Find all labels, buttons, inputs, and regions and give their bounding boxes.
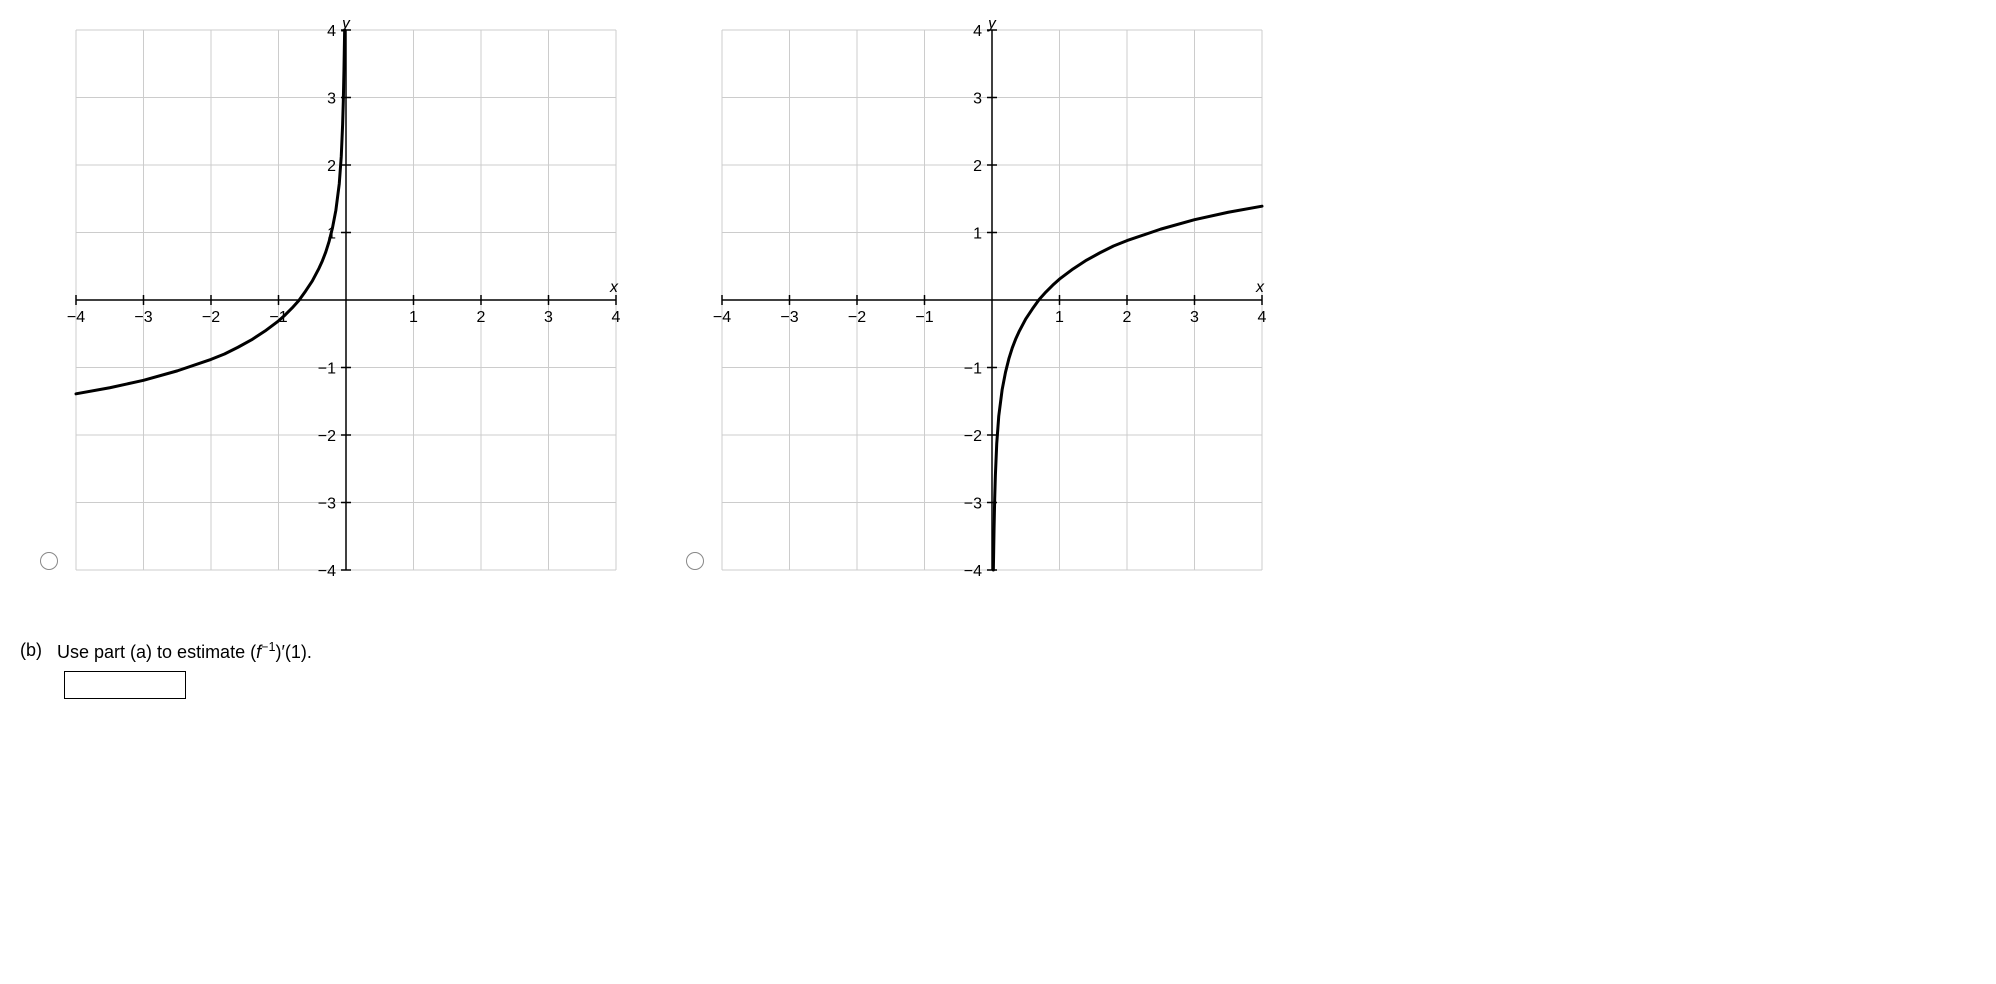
svg-text:4: 4 <box>973 23 982 40</box>
chart-option-a[interactable]: −4−3−2−11234−4−3−2−11234xy <box>20 20 626 580</box>
svg-text:2: 2 <box>327 158 336 175</box>
radio-option-b[interactable] <box>686 552 704 570</box>
svg-text:−3: −3 <box>318 496 336 513</box>
svg-text:4: 4 <box>1258 309 1267 326</box>
svg-text:y: y <box>987 20 997 32</box>
svg-text:x: x <box>1255 279 1265 296</box>
svg-text:−2: −2 <box>964 428 982 445</box>
svg-text:−1: −1 <box>269 309 287 326</box>
svg-text:2: 2 <box>1123 309 1132 326</box>
svg-text:−3: −3 <box>780 309 798 326</box>
chart-a: −4−3−2−11234−4−3−2−11234xy <box>66 20 626 580</box>
charts-row: −4−3−2−11234−4−3−2−11234xy −4−3−2−11234−… <box>20 20 1976 580</box>
svg-text:−2: −2 <box>202 309 220 326</box>
svg-text:4: 4 <box>327 23 336 40</box>
question-text: Use part (a) to estimate (f−1)′(1). <box>57 642 312 662</box>
svg-text:3: 3 <box>1190 309 1199 326</box>
svg-text:2: 2 <box>973 158 982 175</box>
svg-text:−4: −4 <box>964 563 982 580</box>
svg-text:−3: −3 <box>134 309 152 326</box>
answer-input[interactable] <box>64 671 186 699</box>
question-b: (b) Use part (a) to estimate (f−1)′(1). <box>20 640 1976 699</box>
svg-text:−4: −4 <box>318 563 336 580</box>
svg-text:−2: −2 <box>318 428 336 445</box>
svg-text:1: 1 <box>973 226 982 243</box>
svg-text:3: 3 <box>973 91 982 108</box>
svg-text:1: 1 <box>1055 309 1064 326</box>
svg-text:−1: −1 <box>318 361 336 378</box>
svg-text:4: 4 <box>612 309 621 326</box>
svg-text:−4: −4 <box>67 309 85 326</box>
radio-option-a[interactable] <box>40 552 58 570</box>
svg-text:3: 3 <box>327 91 336 108</box>
svg-text:−4: −4 <box>713 309 731 326</box>
svg-text:−3: −3 <box>964 496 982 513</box>
svg-text:2: 2 <box>477 309 486 326</box>
svg-text:1: 1 <box>409 309 418 326</box>
chart-b: −4 −3 −2 −1 1 2 3 4 −4 −3 −2 −1 1 2 3 4 x y <box>712 20 1272 580</box>
svg-text:−2: −2 <box>848 309 866 326</box>
svg-text:x: x <box>609 279 619 296</box>
svg-text:3: 3 <box>544 309 553 326</box>
svg-text:−1: −1 <box>915 309 933 326</box>
chart-option-b[interactable]: −4 −3 −2 −1 1 2 3 4 −4 −3 −2 −1 1 2 3 4 x y <box>666 20 1272 580</box>
question-part-label: (b) <box>20 640 52 661</box>
svg-text:−1: −1 <box>964 361 982 378</box>
